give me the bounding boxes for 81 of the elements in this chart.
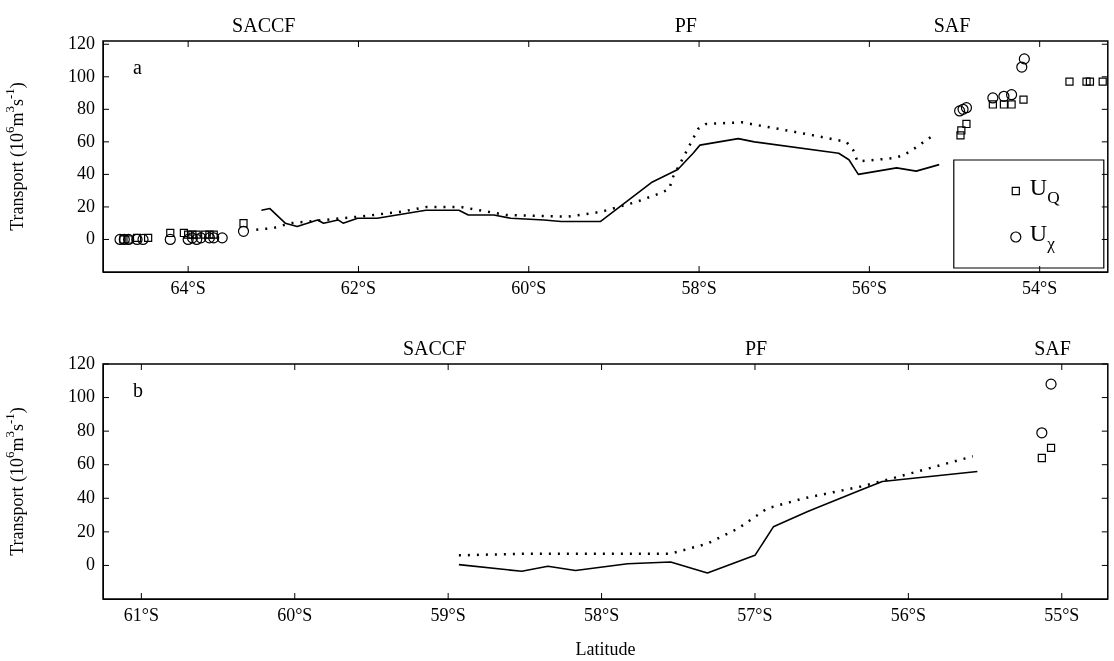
y-tick-label: 120 bbox=[68, 32, 95, 53]
point bbox=[1037, 453, 1046, 463]
point bbox=[179, 228, 189, 238]
x-tick-label: 56°S bbox=[851, 277, 887, 298]
x-tick-label: 54°S bbox=[1022, 277, 1058, 298]
point bbox=[1085, 77, 1095, 86]
point bbox=[203, 232, 216, 244]
point bbox=[132, 233, 142, 242]
y-axis-title: Transport (106m3s-1) bbox=[2, 82, 28, 231]
x-tick-label: 62°S bbox=[340, 277, 377, 298]
point bbox=[164, 233, 176, 246]
point bbox=[144, 233, 153, 242]
x-tick-label: 57°S bbox=[737, 604, 773, 625]
point bbox=[988, 100, 997, 109]
point bbox=[188, 230, 197, 239]
y-tick-label: 60 bbox=[77, 453, 95, 474]
y-tick-label: 0 bbox=[86, 228, 95, 249]
point bbox=[1007, 100, 1016, 109]
point bbox=[960, 102, 973, 114]
point bbox=[1019, 95, 1028, 104]
x-tick-label: 64°S bbox=[170, 277, 206, 298]
x-axis-title: Latitude bbox=[575, 638, 636, 659]
point bbox=[1016, 61, 1028, 73]
point bbox=[1045, 378, 1057, 390]
y-tick-label: 40 bbox=[77, 163, 95, 184]
point bbox=[1005, 89, 1018, 101]
point bbox=[191, 233, 203, 246]
annotation: b bbox=[133, 379, 143, 402]
point bbox=[205, 230, 214, 239]
point bbox=[184, 230, 193, 239]
point bbox=[957, 126, 966, 135]
point bbox=[131, 233, 143, 246]
point bbox=[216, 232, 228, 244]
point bbox=[987, 92, 999, 104]
y-tick-label: 20 bbox=[77, 195, 95, 216]
y-tick-label: 0 bbox=[86, 554, 95, 575]
point bbox=[137, 233, 149, 246]
text: SAF bbox=[933, 14, 971, 37]
point bbox=[186, 232, 199, 244]
point bbox=[192, 230, 201, 239]
point bbox=[195, 232, 207, 244]
point bbox=[201, 230, 210, 239]
y-tick-label: 100 bbox=[68, 386, 95, 407]
point bbox=[208, 232, 220, 244]
y-tick-label: 120 bbox=[68, 352, 95, 373]
point bbox=[1082, 77, 1091, 86]
point bbox=[166, 228, 175, 238]
point bbox=[1036, 427, 1048, 439]
y-tick-label: 20 bbox=[77, 520, 95, 541]
point bbox=[1018, 53, 1030, 65]
y-tick-label: 40 bbox=[77, 487, 95, 508]
point bbox=[1046, 443, 1056, 453]
point bbox=[239, 219, 248, 228]
point bbox=[956, 131, 965, 140]
text: SAF bbox=[1034, 337, 1071, 360]
point bbox=[999, 100, 1009, 109]
point bbox=[1065, 77, 1074, 86]
y-tick-label: 60 bbox=[77, 130, 95, 151]
point bbox=[182, 233, 194, 246]
y-tick-label: 80 bbox=[77, 419, 95, 440]
y-tick-label: 100 bbox=[68, 65, 95, 86]
x-tick-label: 61°S bbox=[123, 604, 159, 625]
point bbox=[237, 225, 250, 237]
x-tick-label: 55°S bbox=[1044, 604, 1080, 625]
text: PF bbox=[674, 14, 697, 37]
text: SACCF bbox=[402, 337, 467, 360]
x-tick-label: 60°S bbox=[511, 277, 547, 298]
point bbox=[962, 119, 971, 129]
point bbox=[209, 230, 218, 239]
annotation: a bbox=[133, 56, 142, 79]
y-axis-title: Transport (106m3s-1) bbox=[2, 407, 28, 556]
x-tick-label: 58°S bbox=[681, 277, 717, 298]
x-tick-label: 59°S bbox=[430, 604, 466, 625]
y-tick-label: 80 bbox=[77, 98, 95, 119]
x-tick-label: 58°S bbox=[583, 604, 620, 625]
point bbox=[998, 90, 1010, 102]
text: PF bbox=[744, 337, 768, 360]
point bbox=[1098, 77, 1107, 86]
x-tick-label: 60°S bbox=[277, 604, 313, 625]
text: SACCF bbox=[232, 14, 296, 37]
x-tick-label: 56°S bbox=[890, 604, 926, 625]
